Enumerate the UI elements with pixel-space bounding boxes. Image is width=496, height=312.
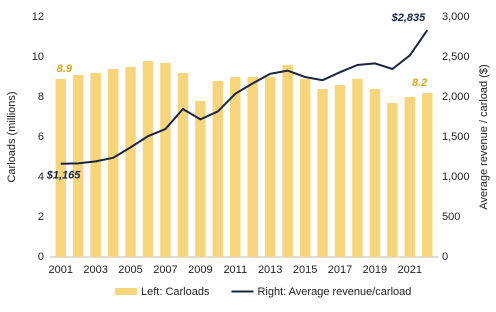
bar bbox=[230, 77, 241, 257]
bar bbox=[352, 79, 363, 257]
y2-tick-label: 1,000 bbox=[442, 171, 470, 183]
value-label: 8.2 bbox=[412, 77, 427, 89]
y-tick-label: 6 bbox=[38, 131, 44, 143]
bar bbox=[160, 63, 171, 257]
y2-tick-label: 1,500 bbox=[442, 131, 470, 143]
bar bbox=[125, 67, 136, 257]
bar bbox=[195, 101, 206, 257]
x-tick-label: 2007 bbox=[153, 264, 177, 276]
bar bbox=[142, 61, 154, 257]
x-tick-label: 2013 bbox=[258, 264, 282, 276]
y2-tick-label: 2,500 bbox=[442, 51, 470, 63]
y2-tick-label: 3,000 bbox=[442, 11, 470, 23]
y2-tick-label: 2,000 bbox=[442, 91, 470, 103]
y2-tick-label: 0 bbox=[442, 251, 448, 263]
y-tick-label: 0 bbox=[38, 251, 44, 263]
x-tick-label: 2019 bbox=[363, 264, 387, 276]
bar bbox=[369, 89, 381, 257]
bar bbox=[422, 93, 433, 257]
y2-tick-label: 500 bbox=[442, 211, 460, 223]
x-tick-label: 2021 bbox=[398, 264, 422, 276]
bar bbox=[247, 77, 258, 257]
bar bbox=[282, 65, 293, 257]
y-axis-label: Carloads (millions) bbox=[6, 91, 18, 182]
y-tick-label: 10 bbox=[32, 51, 44, 63]
legend-label: Left: Carloads bbox=[141, 286, 210, 298]
value-label: $1,165 bbox=[46, 170, 82, 182]
bar bbox=[404, 97, 416, 257]
y-tick-label: 8 bbox=[38, 91, 44, 103]
x-tick-label: 2017 bbox=[328, 264, 352, 276]
bar bbox=[55, 79, 66, 257]
value-label: $2,835 bbox=[391, 12, 427, 24]
bar bbox=[72, 75, 84, 257]
x-tick-label: 2009 bbox=[188, 264, 212, 276]
y-tick-label: 12 bbox=[32, 11, 44, 23]
x-tick-label: 2005 bbox=[118, 264, 142, 276]
bar bbox=[107, 69, 119, 257]
y-tick-label: 4 bbox=[38, 171, 44, 183]
bar bbox=[387, 103, 398, 257]
y2-axis-label: Average revenue / carload ($) bbox=[478, 64, 490, 209]
x-tick-label: 2011 bbox=[223, 264, 247, 276]
line bbox=[60, 29, 429, 165]
bar bbox=[212, 81, 224, 257]
bar bbox=[90, 73, 101, 257]
legend-label: Right: Average revenue/carload bbox=[257, 286, 411, 298]
bar bbox=[264, 77, 276, 257]
y-tick-label: 2 bbox=[38, 211, 44, 223]
bar bbox=[334, 85, 346, 257]
x-tick-label: 2003 bbox=[83, 264, 107, 276]
bar bbox=[317, 89, 328, 257]
x-tick-label: 2001 bbox=[48, 264, 72, 276]
value-label: 8.9 bbox=[57, 63, 73, 75]
legend-swatch bbox=[115, 288, 137, 295]
x-tick-label: 2015 bbox=[293, 264, 317, 276]
bar bbox=[177, 73, 189, 257]
bar bbox=[299, 79, 311, 257]
